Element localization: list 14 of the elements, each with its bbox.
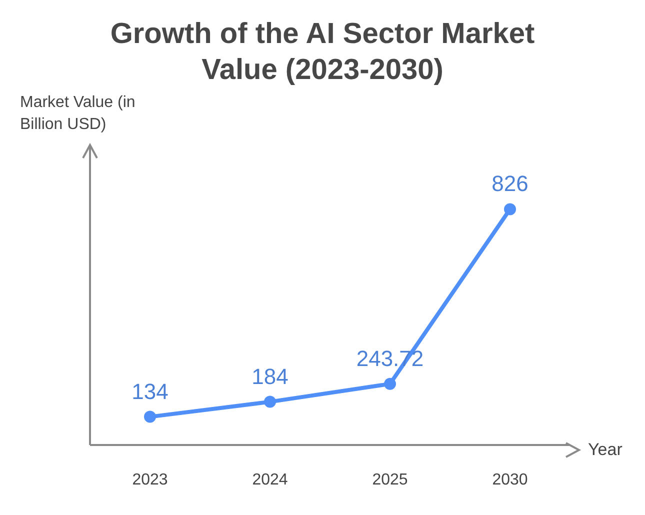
point bbox=[384, 378, 396, 390]
point bbox=[144, 410, 156, 423]
x-axis-title: Year bbox=[588, 439, 622, 461]
data-label: 826 bbox=[492, 171, 528, 196]
point bbox=[264, 396, 276, 408]
x-tick-label: 2025 bbox=[372, 471, 408, 488]
data-label: 134 bbox=[132, 378, 168, 404]
x-tick-label: 2030 bbox=[492, 471, 528, 488]
x-tick-label: 2024 bbox=[252, 471, 288, 488]
data-label: 184 bbox=[252, 364, 288, 389]
y-axis-title: Market Value (in Billion USD) bbox=[20, 93, 136, 135]
point bbox=[504, 203, 516, 216]
x-tick-label: 2023 bbox=[132, 471, 168, 488]
chart-title: Growth of the AI Sector Market Value (2023-2030) bbox=[109, 17, 536, 88]
